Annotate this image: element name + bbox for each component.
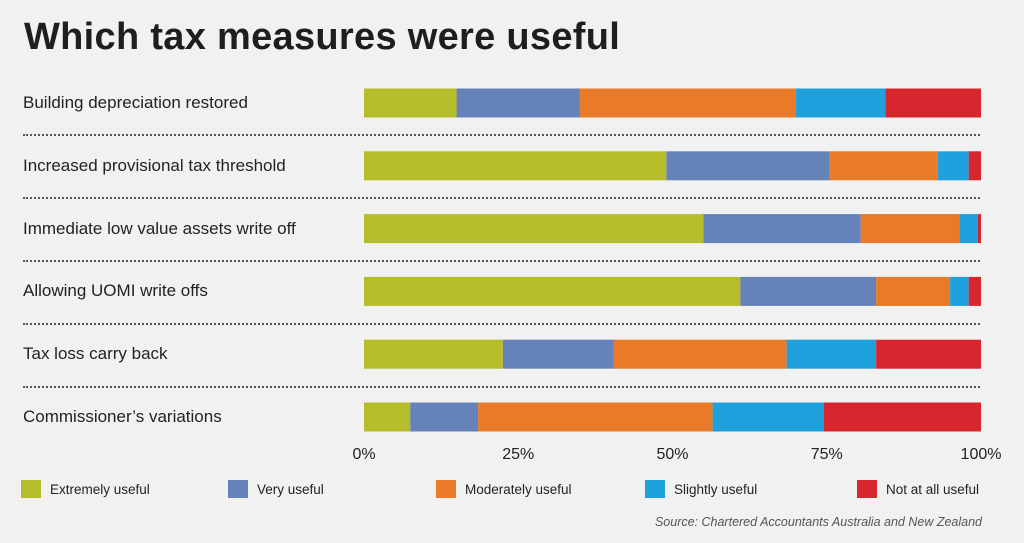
legend-label: Extremely useful bbox=[50, 481, 150, 497]
legend-swatch bbox=[228, 480, 248, 498]
chart-title: Which tax measures were useful bbox=[24, 16, 621, 58]
bar-segment bbox=[478, 402, 713, 432]
legend-item: Slightly useful bbox=[645, 480, 757, 498]
bar-segment bbox=[364, 214, 704, 244]
bar-segment bbox=[364, 402, 411, 432]
bar-segment bbox=[968, 276, 981, 306]
bar-segment bbox=[876, 276, 951, 306]
legend-swatch bbox=[436, 480, 456, 498]
legend-label: Slightly useful bbox=[674, 481, 758, 497]
bar-segment bbox=[950, 276, 969, 306]
bar-segment bbox=[968, 151, 981, 181]
bar-segment bbox=[613, 339, 787, 369]
bar-segment bbox=[876, 339, 981, 369]
row-divider bbox=[23, 197, 980, 200]
bar-segment bbox=[959, 214, 978, 244]
legend-swatch bbox=[21, 480, 41, 498]
legend-swatch bbox=[857, 480, 877, 498]
bar-segment bbox=[860, 214, 960, 244]
bar-segment bbox=[977, 214, 981, 244]
row-label: Increased provisional tax threshold bbox=[23, 155, 286, 175]
legend-item: Very useful bbox=[228, 480, 324, 498]
bar-segment bbox=[937, 151, 969, 181]
legend-item: Not at all useful bbox=[857, 480, 979, 498]
bar-segment bbox=[364, 276, 741, 306]
bar-segment bbox=[712, 402, 824, 432]
bar-segment bbox=[885, 88, 981, 118]
legend-item: Moderately useful bbox=[436, 480, 572, 498]
x-tick-label: 0% bbox=[352, 446, 376, 463]
legend-item: Extremely useful bbox=[21, 480, 150, 498]
bar-segment bbox=[364, 151, 667, 181]
bar-segment bbox=[795, 88, 886, 118]
row-label: Immediate low value assets write off bbox=[23, 218, 296, 238]
bar-segment bbox=[829, 151, 938, 181]
row-divider bbox=[23, 322, 980, 325]
bar-segment bbox=[666, 151, 830, 181]
legend-label: Moderately useful bbox=[465, 481, 572, 497]
row-label: Commissioner’s variations bbox=[23, 407, 222, 426]
row-divider bbox=[23, 134, 980, 137]
bar-segment bbox=[410, 402, 479, 432]
row-label: Allowing UOMI write offs bbox=[23, 281, 208, 301]
row-label: Building depreciation restored bbox=[23, 93, 248, 112]
bar-segment bbox=[502, 339, 614, 369]
x-tick-label: 100% bbox=[960, 446, 1002, 463]
bar-segment bbox=[364, 339, 503, 369]
bar-segment bbox=[786, 339, 877, 369]
x-tick-label: 75% bbox=[810, 446, 843, 463]
source-note: Source: Chartered Accountants Australia … bbox=[654, 515, 982, 529]
row-divider bbox=[23, 385, 980, 388]
bar-segment bbox=[740, 276, 877, 306]
bar-segment bbox=[456, 88, 580, 118]
x-tick-label: 50% bbox=[656, 446, 689, 463]
legend-label: Not at all useful bbox=[886, 481, 980, 497]
bar-segment bbox=[823, 402, 981, 432]
bar-segment bbox=[364, 88, 457, 118]
row-divider bbox=[23, 260, 980, 262]
legend-label: Very useful bbox=[257, 481, 324, 497]
x-tick-label: 25% bbox=[502, 446, 535, 463]
legend-swatch bbox=[645, 480, 665, 498]
bar-segment bbox=[579, 88, 796, 118]
bar-segment bbox=[703, 214, 861, 244]
row-label: Tax loss carry back bbox=[23, 344, 168, 364]
